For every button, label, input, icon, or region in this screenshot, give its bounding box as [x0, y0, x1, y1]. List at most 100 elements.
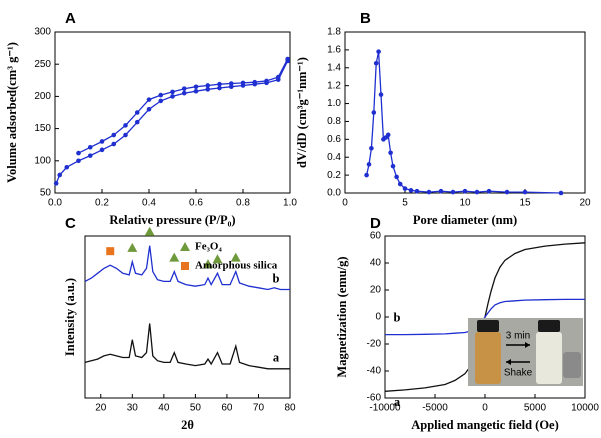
y-tick-label: 1.4 — [327, 62, 341, 73]
data-point — [99, 147, 105, 153]
y-tick-label: 0.4 — [327, 152, 341, 163]
vial-suspension — [475, 332, 501, 384]
y-axis-title: Volume adsorbed(cm³ g⁻¹) — [5, 42, 19, 183]
data-point — [385, 132, 391, 138]
data-point — [450, 189, 456, 195]
x-tick-label: 5000 — [524, 403, 547, 414]
data-point — [522, 189, 528, 195]
panel-label: A — [65, 10, 76, 27]
data-point — [504, 189, 510, 195]
vial-cap — [477, 320, 499, 332]
arrow-head — [525, 342, 530, 348]
legend-label: Amorphous silica — [195, 260, 278, 272]
data-line — [78, 58, 289, 154]
x-tick-label: 0.6 — [189, 198, 203, 209]
data-point — [438, 188, 444, 194]
data-point — [388, 150, 393, 156]
data-point — [462, 188, 468, 194]
data-point — [99, 139, 105, 144]
data-point — [158, 98, 164, 104]
data-point — [193, 84, 199, 90]
y-tick-label: 1.2 — [327, 80, 341, 91]
data-line — [365, 51, 562, 194]
data-point — [228, 81, 234, 86]
magnet — [563, 352, 581, 378]
x-tick-label: 50 — [190, 403, 202, 414]
data-point — [474, 189, 480, 195]
data-point — [146, 106, 152, 112]
series-label: b — [394, 310, 401, 324]
phase-marker — [144, 226, 155, 236]
x-tick-label: 0.0 — [48, 198, 62, 209]
y-tick-label: 0 — [375, 312, 381, 323]
x-tick-label: 0 — [342, 198, 348, 209]
data-point — [146, 97, 152, 102]
y-tick-label: 50 — [40, 188, 52, 199]
data-point — [205, 87, 211, 92]
data-point — [240, 80, 246, 86]
y-tick-label: 250 — [34, 59, 51, 70]
panel-label: B — [360, 10, 371, 27]
vial-cap — [538, 320, 560, 332]
inset-label: Shake — [504, 368, 533, 379]
y-tick-label: 1.0 — [327, 98, 341, 109]
y-tick-label: 1.8 — [327, 27, 341, 38]
phase-marker — [180, 242, 190, 251]
data-point — [402, 186, 408, 191]
y-axis-title: dV/dD (cm³g⁻¹nm⁻¹) — [295, 57, 309, 168]
y-tick-label: 1.6 — [327, 45, 341, 56]
y-axis-title: Intensity (a.u.) — [63, 278, 77, 356]
y-tick-label: 60 — [370, 231, 382, 242]
y-tick-label: 100 — [34, 155, 51, 166]
data-point — [217, 81, 222, 87]
data-point — [111, 141, 117, 147]
panel-label: D — [370, 215, 381, 232]
data-point — [376, 49, 381, 54]
arrow-head — [506, 359, 511, 365]
data-point — [369, 145, 374, 151]
data-point — [264, 78, 269, 84]
data-point — [558, 190, 564, 196]
x-tick-label: 80 — [284, 403, 296, 414]
x-tick-label: 20 — [95, 403, 107, 414]
data-point — [170, 94, 175, 99]
x-tick-label: 60 — [221, 403, 233, 414]
vial-clear — [536, 332, 562, 384]
y-tick-label: 0.2 — [327, 170, 341, 181]
x-tick-label: 0 — [482, 403, 488, 414]
series-label: a — [273, 351, 280, 365]
phase-marker — [203, 259, 213, 269]
phase-marker — [127, 242, 138, 252]
x-tick-label: 15 — [519, 198, 531, 209]
legend-label: Fe₃O₄ — [195, 241, 222, 253]
y-tick-label: 0.8 — [327, 116, 341, 127]
data-point — [205, 83, 211, 88]
y-tick-label: 200 — [34, 91, 51, 102]
data-line — [55, 60, 289, 184]
inset-photo: 3 min Shake — [468, 318, 583, 386]
data-line — [385, 298, 585, 336]
y-tick-label: 300 — [34, 27, 51, 38]
data-point — [217, 85, 222, 91]
x-tick-label: 0.8 — [236, 198, 250, 209]
phase-marker — [106, 247, 115, 256]
data-point — [76, 150, 81, 156]
data-point — [252, 79, 258, 85]
data-point — [486, 188, 492, 194]
data-point — [228, 84, 234, 90]
x-tick-label: 0.4 — [142, 198, 156, 209]
y-tick-label: 0.6 — [327, 134, 341, 145]
x-tick-label: 10 — [459, 198, 471, 209]
x-tick-label: 40 — [158, 403, 170, 414]
data-point — [364, 172, 369, 178]
data-point — [123, 132, 128, 138]
data-point — [64, 164, 70, 170]
y-tick-label: 20 — [370, 285, 382, 296]
data-point — [193, 88, 199, 94]
y-tick-label: 0.0 — [327, 188, 341, 199]
data-point — [134, 110, 140, 115]
x-axis-title: Applied mangetic field (Oe) — [411, 418, 559, 432]
inset-label: 3 min — [506, 331, 530, 342]
x-tick-label: 30 — [127, 403, 139, 414]
data-point — [57, 172, 62, 178]
